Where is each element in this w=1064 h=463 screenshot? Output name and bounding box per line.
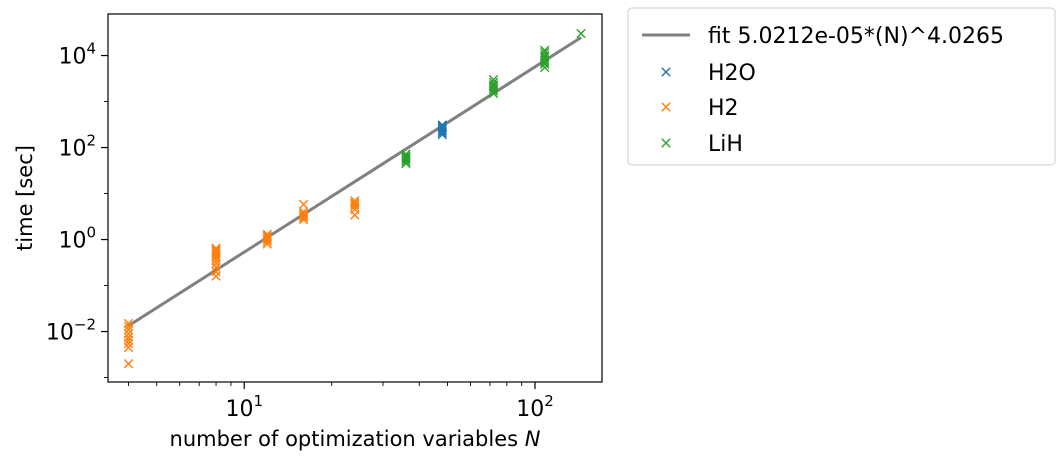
- data-point-h2: [262, 232, 272, 243]
- data-point-h2: [298, 207, 309, 217]
- data-point-h2: [298, 209, 309, 219]
- legend-h2o-marker: [661, 67, 671, 77]
- plot-frame: [107, 13, 603, 383]
- data-point-lih: [540, 45, 550, 55]
- data-point-h2: [211, 262, 221, 272]
- data-point-h2o: [437, 120, 448, 130]
- data-point-h2: [123, 342, 134, 353]
- data-point-lih: [576, 28, 586, 39]
- data-point-h2: [123, 318, 134, 329]
- y-tick-label: 100: [58, 224, 96, 254]
- data-point-lih: [540, 55, 550, 65]
- data-point-h2: [211, 266, 221, 277]
- x-axis-variable: N: [525, 427, 541, 451]
- data-points-layer: [123, 28, 586, 369]
- legend-lih-label: LiH: [708, 132, 743, 157]
- x-tick-label: 101: [225, 392, 263, 422]
- legend-fit-label: fit 5.0212e-05*(N)^4.0265: [708, 24, 1004, 49]
- y-ticks: 10−2 100 102 104: [46, 40, 108, 378]
- data-point-h2: [350, 198, 360, 208]
- data-point-h2: [298, 199, 309, 210]
- y-tick-label: 102: [58, 132, 96, 162]
- data-point-h2: [211, 243, 221, 253]
- data-point-h2: [123, 328, 134, 339]
- data-point-lih: [488, 82, 499, 92]
- data-point-h2: [350, 195, 360, 206]
- data-point-lih: [401, 151, 411, 161]
- data-point-lih: [401, 149, 411, 159]
- data-point-h2o: [437, 123, 448, 133]
- data-point-h2: [211, 246, 221, 257]
- x-axis-label: number of optimization variables N: [170, 427, 541, 451]
- data-point-h2: [262, 231, 272, 241]
- data-point-h2o: [437, 121, 448, 131]
- legend-lih-marker: [661, 138, 671, 148]
- legend-h2o-label: H2O: [708, 61, 756, 86]
- data-point-h2: [211, 245, 221, 255]
- data-point-h2: [298, 210, 309, 221]
- y-tick-label: 10−2: [46, 316, 96, 346]
- fit-line-layer: [127, 36, 582, 328]
- data-point-lih: [488, 74, 499, 85]
- data-point-h2: [350, 199, 360, 210]
- data-point-lih: [401, 153, 411, 163]
- data-point-lih: [488, 77, 499, 88]
- data-point-h2: [123, 358, 134, 369]
- x-ticks: 101 102: [128, 382, 554, 422]
- fit-line: [127, 36, 582, 328]
- data-point-h2: [262, 229, 272, 239]
- data-point-h2: [123, 321, 134, 331]
- y-axis-label: time [sec]: [13, 145, 37, 251]
- data-point-h2: [211, 271, 221, 281]
- legend-h2-label: H2: [708, 96, 739, 121]
- legend: fit 5.0212e-05*(N)^4.0265 H2O H2 LiH: [627, 7, 1056, 166]
- data-point-h2o: [437, 124, 448, 134]
- data-point-h2: [123, 332, 134, 342]
- data-point-lih: [540, 48, 550, 58]
- x-tick-label: 102: [516, 392, 554, 422]
- legend-frame: [627, 7, 1056, 166]
- y-tick-label: 104: [58, 40, 96, 70]
- legend-h2-marker: [661, 102, 671, 112]
